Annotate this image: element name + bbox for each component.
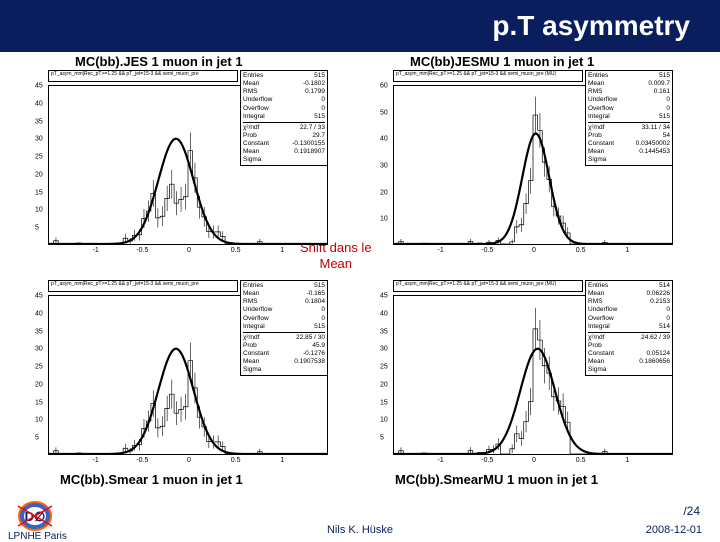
page-number: /24 (683, 504, 700, 518)
histogram-top-left: 51015202530354045-1-0.500.51pT_asym_mm|R… (30, 70, 340, 260)
chart-label-top-left: MC(bb).JES 1 muon in jet 1 (75, 54, 243, 69)
d0-logo-icon: D∅ (10, 498, 60, 534)
institution-label: LPNHE Paris (8, 531, 67, 542)
page-title: p.T asymmetry (492, 10, 690, 42)
chart-subtitle: pT_asym_mm|Rec_pT>=1.25 && pT_jet=15-3 &… (48, 70, 238, 82)
footer: D∅ LPNHE Paris Nils K. Hüske /24 2008-12… (0, 492, 720, 540)
histogram-top-right: 102030405060-1-0.500.51pT_asym_mm|Rec_pT… (375, 70, 685, 260)
chart-subtitle: pT_asym_mm|Rec_pT>=1.25 && pT_jet=15-3 &… (393, 70, 583, 82)
chart-label-bottom-right: MC(bb).SmearMU 1 muon in jet 1 (395, 472, 598, 487)
chart-subtitle: pT_asym_mm|Rec_pT>=1.25 && pT_jet=15-3 &… (393, 280, 583, 292)
histogram-bottom-right: 51015202530354045-1-0.500.51pT_asym_mm|R… (375, 280, 685, 470)
chart-label-bottom-left: MC(bb).Smear 1 muon in jet 1 (60, 472, 243, 487)
chart-label-top-right: MC(bb)JESMU 1 muon in jet 1 (410, 54, 594, 69)
content-area: MC(bb).JES 1 muon in jet 1 MC(bb)JESMU 1… (0, 52, 720, 492)
stat-box: Entries515Mean-0.165RMS0.1804Underflow0O… (240, 280, 328, 376)
header-bar: p.T asymmetry (0, 0, 720, 52)
stat-box: Entries515Mean0.009.7RMS0.161Underflow0O… (585, 70, 673, 166)
histogram-bottom-left: 51015202530354045-1-0.500.51pT_asym_mm|R… (30, 280, 340, 470)
chart-subtitle: pT_asym_mm|Rec_pT>=1.25 && pT_jet=15-3 &… (48, 280, 238, 292)
date-label: 2008-12-01 (646, 524, 702, 536)
stat-box: Entries515Mean-0.1802RMS0.1799Underflow0… (240, 70, 328, 166)
stat-box: Entries514Mean0.06226RMS0.2153Underflow0… (585, 280, 673, 376)
author-label: Nils K. Hüske (327, 524, 393, 536)
